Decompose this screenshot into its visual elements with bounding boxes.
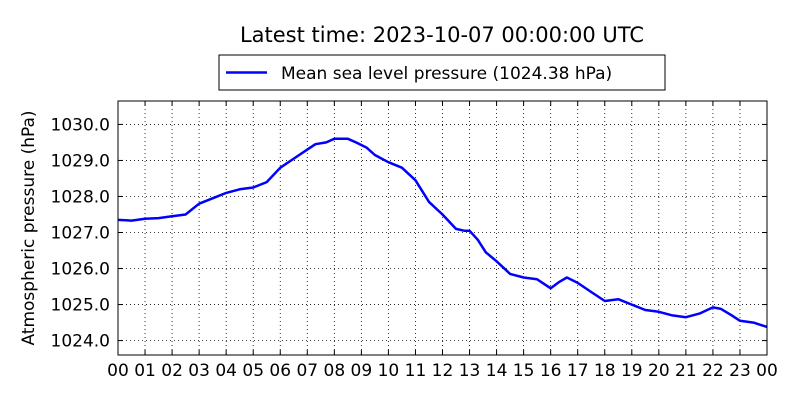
grid <box>118 101 767 355</box>
x-tick-label: 04 <box>215 361 237 381</box>
x-tick-label: 07 <box>296 361 318 381</box>
legend-box <box>218 54 666 91</box>
x-tick-label: 14 <box>486 361 508 381</box>
x-tick-label: 16 <box>540 361 562 381</box>
y-tick-label: 1026.0 <box>51 260 110 280</box>
x-tick-label: 22 <box>702 361 724 381</box>
x-tick-label: 17 <box>567 361 589 381</box>
x-tick-label: 18 <box>594 361 616 381</box>
y-tick-label: 1028.0 <box>51 187 110 207</box>
y-tick-label: 1029.0 <box>51 151 110 171</box>
series-layer <box>117 137 768 329</box>
x-tick-label: 23 <box>729 361 751 381</box>
x-tick-label: 08 <box>324 361 346 381</box>
series-line-mslp <box>117 137 768 329</box>
x-tick-label: 02 <box>161 361 183 381</box>
x-tick-label: 06 <box>269 361 291 381</box>
y-tick-label: 1024.0 <box>51 332 110 352</box>
x-tick-label: 19 <box>621 361 643 381</box>
plot-frame <box>117 100 768 356</box>
x-tick-label: 21 <box>675 361 697 381</box>
x-tick-label: 15 <box>513 361 535 381</box>
chart-title: Latest time: 2023-10-07 00:00:00 UTC <box>240 23 644 47</box>
x-tick-label: 11 <box>405 361 427 381</box>
y-axis: 1024.0 1025.0 1026.0 1027.0 1028.0 1029.0 1030… <box>51 115 767 352</box>
x-tick-label: 10 <box>378 361 400 381</box>
x-tick-label: 13 <box>459 361 481 381</box>
x-tick-label: 00 <box>756 361 778 381</box>
x-tick-label: 05 <box>242 361 264 381</box>
x-tick-label: 12 <box>432 361 454 381</box>
x-tick-label: 09 <box>351 361 373 381</box>
x-axis: 00 01 02 03 04 05 06 07 08 09 10 11 12 13 14 15 16 17 18 19… <box>107 101 778 381</box>
y-axis-label: Atmospheric pressure (hPa) <box>19 110 39 345</box>
y-tick-label: 1030.0 <box>51 115 110 135</box>
y-tick-label: 1027.0 <box>51 224 110 244</box>
legend: Mean sea level pressure (1024.38 hPa) <box>218 54 666 91</box>
x-tick-label: 03 <box>188 361 210 381</box>
x-tick-label: 00 <box>107 361 129 381</box>
x-tick-label: 20 <box>648 361 670 381</box>
x-tick-label: 01 <box>134 361 156 381</box>
y-tick-label: 1025.0 <box>51 296 110 316</box>
legend-label: Mean sea level pressure (1024.38 hPa) <box>281 64 612 84</box>
